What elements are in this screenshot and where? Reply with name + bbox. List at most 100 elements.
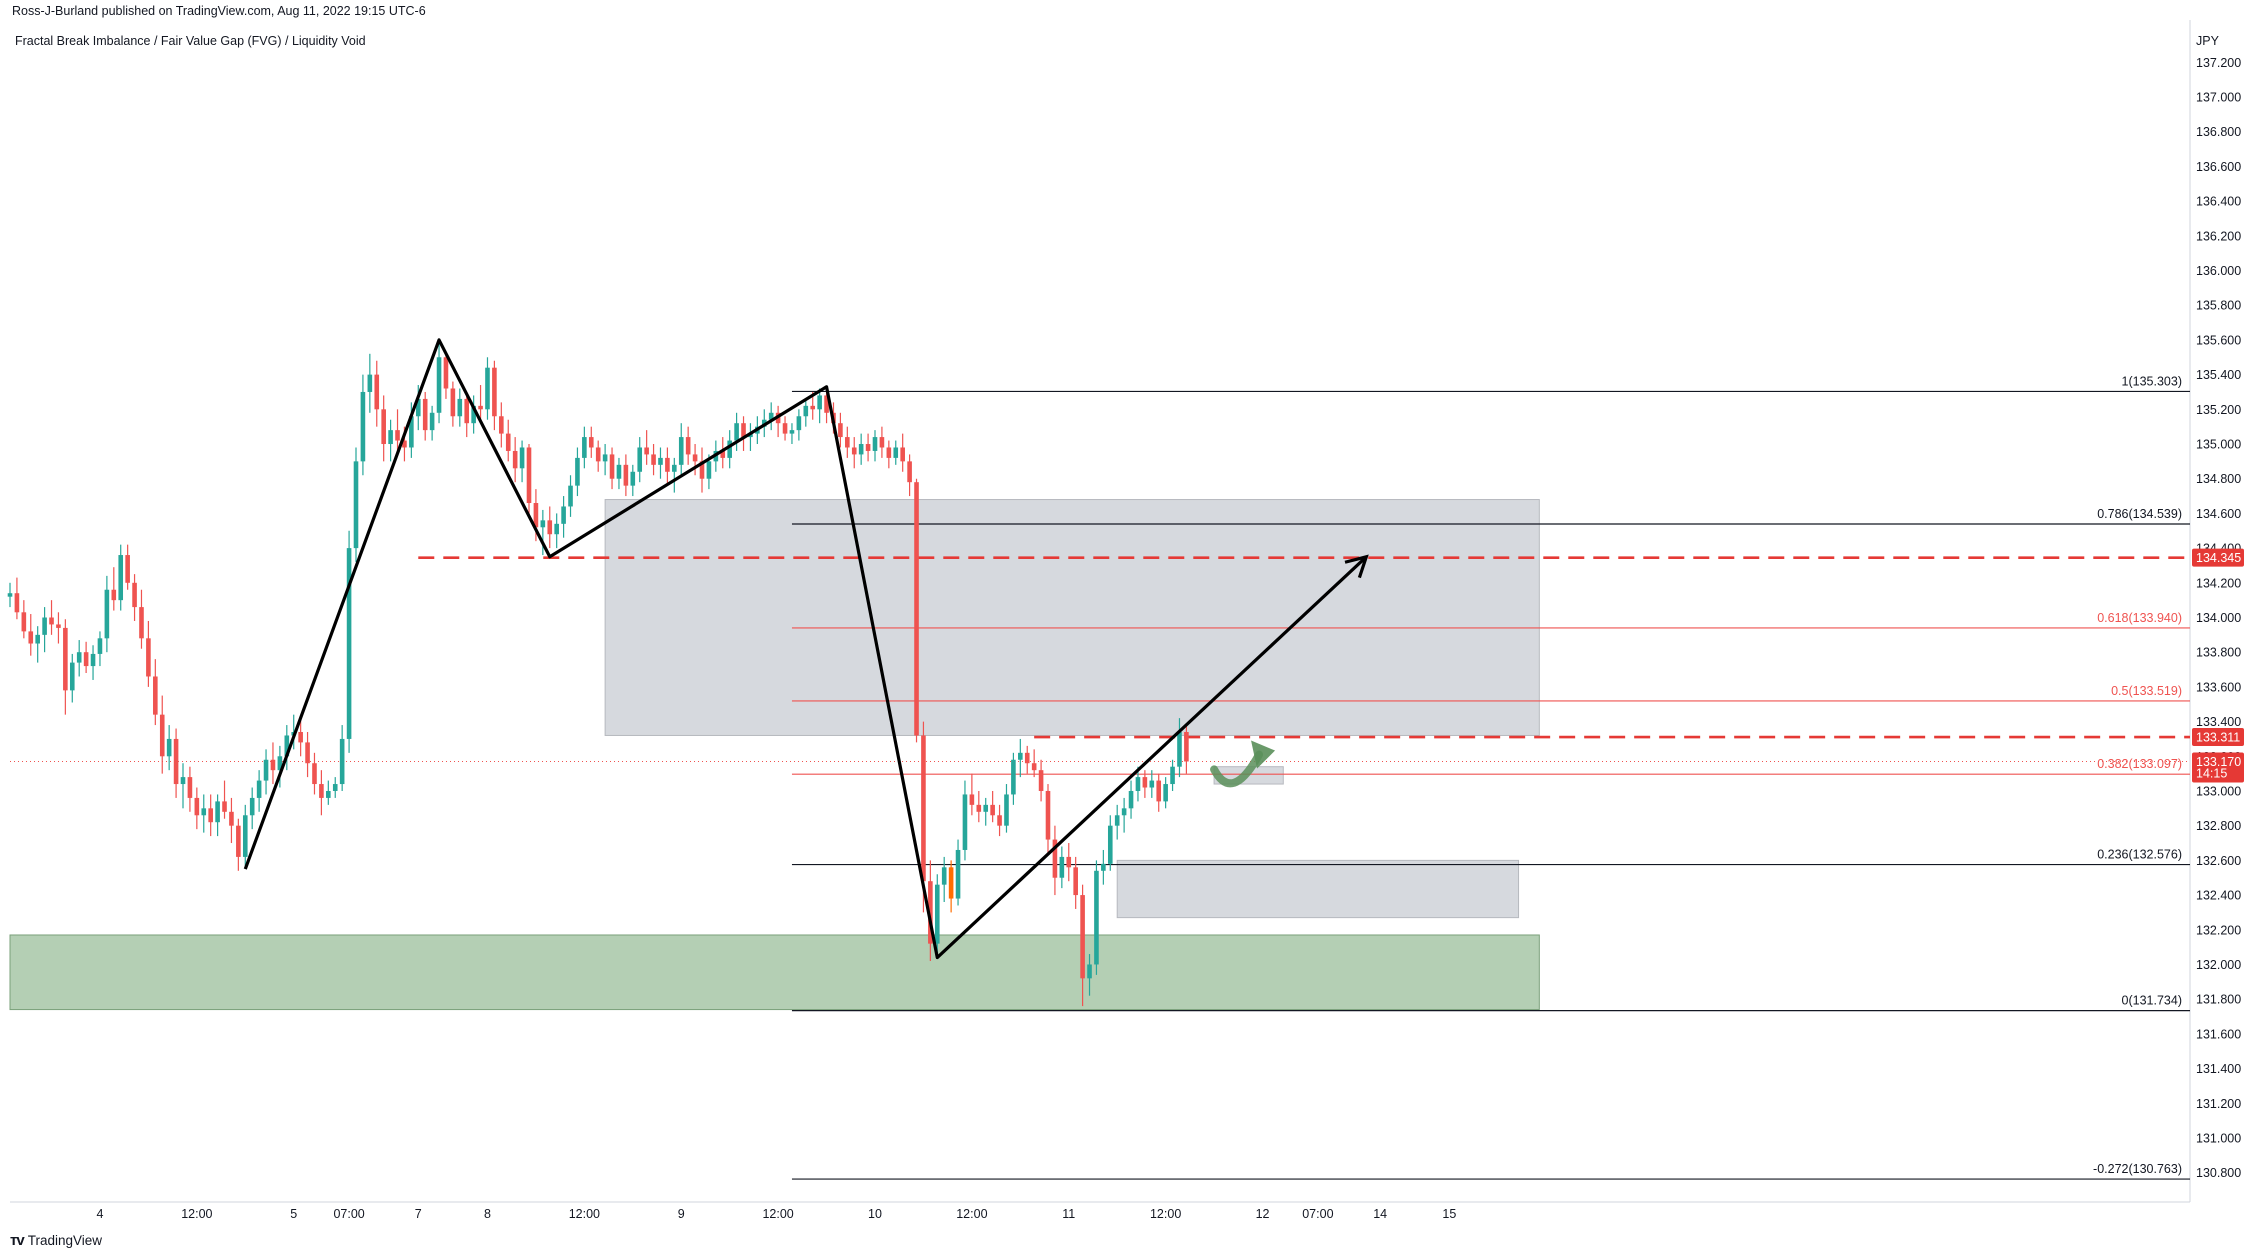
candle-body bbox=[42, 617, 47, 635]
trend-polyline bbox=[243, 338, 1368, 960]
candle-body bbox=[97, 638, 103, 654]
candle-body bbox=[367, 374, 373, 392]
candle-body bbox=[512, 450, 518, 469]
candle-body bbox=[180, 777, 186, 785]
candle-body bbox=[768, 412, 774, 420]
candle-body bbox=[817, 395, 822, 410]
candle-body bbox=[478, 405, 483, 410]
candle-body bbox=[492, 367, 497, 417]
price-tick-label: 133.400 bbox=[2196, 715, 2241, 729]
price-tick-label: 130.800 bbox=[2196, 1166, 2241, 1180]
candle-body bbox=[1073, 867, 1078, 896]
price-badge-label: 134.345 bbox=[2196, 551, 2241, 565]
candle-body bbox=[443, 357, 449, 389]
price-tick-label: 136.800 bbox=[2196, 125, 2241, 139]
time-tick-label: 15 bbox=[1442, 1207, 1456, 1221]
candle-body bbox=[644, 447, 649, 455]
tradingview-logo-icon: ᴛᴠ bbox=[10, 1232, 25, 1249]
fib-level-label: 0.5(133.519) bbox=[2111, 684, 2182, 698]
candle-body bbox=[858, 444, 864, 455]
candle-body bbox=[125, 555, 130, 583]
candle-body bbox=[796, 416, 802, 431]
candle-body bbox=[658, 457, 663, 465]
candle-body bbox=[609, 454, 615, 479]
candle-body bbox=[1052, 839, 1058, 878]
candle-body bbox=[56, 624, 61, 628]
candle-body bbox=[284, 735, 290, 757]
arrowhead-icon bbox=[1344, 554, 1369, 579]
candle-body bbox=[851, 447, 857, 455]
candle-body bbox=[485, 367, 490, 410]
candle-body bbox=[526, 447, 532, 503]
candle-body bbox=[415, 398, 421, 417]
candle-body bbox=[921, 735, 926, 882]
candle-body bbox=[810, 405, 816, 410]
candle-body bbox=[1114, 815, 1120, 826]
candle-body bbox=[1107, 825, 1113, 864]
candle-body bbox=[561, 506, 566, 524]
candle-body bbox=[90, 653, 96, 667]
candle-body bbox=[720, 450, 726, 458]
time-tick-label: 10 bbox=[868, 1207, 882, 1221]
candle-body bbox=[678, 437, 684, 465]
price-badge-label: 133.311 bbox=[2196, 731, 2240, 745]
candle-body bbox=[685, 437, 691, 455]
candle-body bbox=[457, 398, 463, 417]
price-tick-label: 136.200 bbox=[2196, 229, 2241, 243]
candle-body bbox=[976, 804, 982, 812]
candle-body bbox=[104, 589, 110, 639]
candle-body bbox=[208, 808, 213, 823]
demand-zone bbox=[9, 934, 1540, 1011]
candle-body bbox=[1024, 752, 1030, 764]
curved-arrow-icon bbox=[1210, 750, 1264, 788]
price-tick-label: 134.200 bbox=[2196, 576, 2241, 590]
candle-body bbox=[381, 409, 386, 445]
candle-body bbox=[651, 454, 656, 465]
candle-body bbox=[907, 461, 912, 483]
candle-body bbox=[346, 548, 352, 739]
candle-body bbox=[111, 589, 117, 601]
candle-body bbox=[990, 804, 995, 816]
candle-body bbox=[838, 423, 843, 438]
candle-body bbox=[422, 398, 428, 431]
candle-body bbox=[277, 756, 283, 771]
candle-body bbox=[402, 440, 407, 448]
fib-level-label: 1(135.303) bbox=[2122, 374, 2182, 388]
candle-body bbox=[547, 520, 553, 535]
price-badge-label: 133.170 bbox=[2196, 755, 2241, 769]
candle-body bbox=[1011, 759, 1016, 795]
candle-body bbox=[699, 461, 705, 479]
candle-body bbox=[692, 454, 698, 462]
candle-body bbox=[139, 607, 144, 639]
candle-body bbox=[595, 447, 601, 462]
candle-body bbox=[582, 437, 587, 458]
price-tick-label: 132.400 bbox=[2196, 889, 2241, 903]
candle-body bbox=[28, 631, 34, 644]
candle-body bbox=[1059, 856, 1065, 878]
price-tick-label: 135.400 bbox=[2196, 368, 2241, 382]
candle-body bbox=[215, 801, 220, 823]
candle-body bbox=[76, 652, 82, 663]
candle-body bbox=[429, 412, 435, 431]
candle-body bbox=[1038, 770, 1044, 791]
candle-body bbox=[159, 714, 165, 757]
candle-body bbox=[1156, 780, 1162, 802]
candle-body bbox=[319, 784, 324, 798]
candle-body bbox=[734, 423, 739, 441]
candle-body bbox=[1170, 766, 1175, 785]
candle-body bbox=[409, 416, 414, 448]
tradingview-branding[interactable]: ᴛᴠ TradingView bbox=[10, 1232, 102, 1249]
candle-body bbox=[879, 437, 885, 448]
currency-label: JPY bbox=[2196, 34, 2220, 48]
candle-body bbox=[1128, 790, 1134, 809]
price-tick-label: 136.600 bbox=[2196, 160, 2241, 174]
time-tick-label: 14 bbox=[1373, 1207, 1387, 1221]
price-tick-label: 136.400 bbox=[2196, 195, 2241, 209]
candle-body bbox=[35, 634, 40, 644]
price-tick-label: 132.800 bbox=[2196, 819, 2241, 833]
candle-body bbox=[1018, 752, 1023, 760]
candle-body bbox=[997, 815, 1002, 826]
candle-body bbox=[7, 593, 13, 597]
candle-body bbox=[1094, 870, 1099, 965]
